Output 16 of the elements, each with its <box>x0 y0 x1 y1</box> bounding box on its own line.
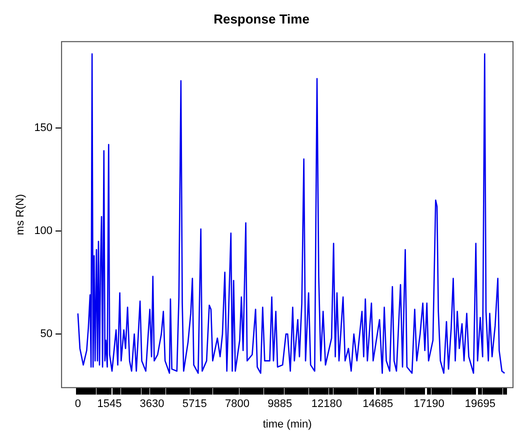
x-tick-label: 9885 <box>268 398 292 410</box>
y-tick-label: 50 <box>40 328 53 340</box>
y-tick-label: 150 <box>34 122 53 134</box>
x-tick-label: 0 <box>74 398 81 410</box>
x-tick-label: 1545 <box>97 398 122 410</box>
chart-title: Response Time <box>214 11 310 26</box>
x-tick-label: 14685 <box>362 398 394 410</box>
y-tick-label: 100 <box>34 225 53 238</box>
x-tick-label: 12180 <box>311 398 342 410</box>
x-tick-label: 3630 <box>140 398 164 410</box>
x-tick-label: 19695 <box>464 398 496 410</box>
y-axis-title: ms R(N) <box>14 194 27 236</box>
x-tick-label: 5715 <box>182 398 207 410</box>
x-tick-label: 17190 <box>414 398 444 410</box>
x-axis-title: time (min) <box>262 418 312 430</box>
x-tick-label: 7800 <box>224 398 250 410</box>
